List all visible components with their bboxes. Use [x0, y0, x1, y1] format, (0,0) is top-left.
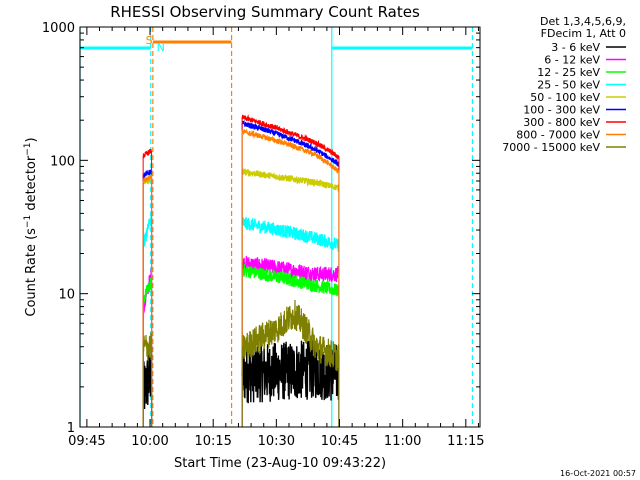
legend-item-label: 100 - 300 keV — [523, 104, 600, 117]
legend-header: FDecim 1, Att 0 — [541, 27, 626, 40]
x-tick-label: 11:00 — [384, 434, 421, 449]
x-tick-label: 09:45 — [68, 434, 105, 449]
legend-item-label: 6 - 12 keV — [544, 54, 600, 67]
legend-item-label: 7000 - 15000 keV — [502, 141, 600, 154]
series-line — [241, 128, 340, 175]
y-tick-label: 10 — [58, 288, 75, 303]
y-axis-label: Count Rate (s−1 detector−1) — [23, 137, 39, 316]
series-7000-15000keV — [142, 299, 340, 427]
x-tick-label: 11:15 — [447, 434, 484, 449]
legend-item-label: 800 - 7000 keV — [516, 129, 600, 142]
series-line — [241, 264, 340, 297]
series-line — [142, 332, 153, 361]
series-3-6keV — [142, 340, 340, 427]
series-line — [241, 168, 340, 193]
legend: Det 1,3,4,5,6,9,FDecim 1, Att 03 - 6 keV… — [502, 15, 626, 154]
x-axis-label: Start Time (23-Aug-10 09:43:22) — [174, 456, 386, 471]
legend-header: Det 1,3,4,5,6,9, — [540, 15, 626, 28]
legend-item-label: 3 - 6 keV — [551, 41, 600, 54]
y-tick-label: 1000 — [42, 21, 75, 36]
plot-frame — [79, 26, 481, 428]
night-flag-label: N — [157, 41, 165, 54]
series-line — [142, 174, 153, 184]
legend-item-label: 12 - 25 keV — [537, 66, 600, 79]
y-tick-label: 100 — [50, 154, 75, 169]
series-layer — [142, 114, 340, 427]
series-line — [142, 276, 153, 305]
legend-item-label: 25 - 50 keV — [537, 79, 600, 92]
x-tick-label: 10:30 — [258, 434, 295, 449]
series-line — [241, 216, 340, 252]
series-line — [142, 168, 153, 179]
series-25-50keV — [142, 213, 340, 427]
footer-timestamp: 16-Oct-2021 00:57 — [560, 469, 636, 478]
legend-item-label: 50 - 100 keV — [530, 91, 600, 104]
y-axis: 1 10 100 1000 — [42, 21, 480, 436]
x-tick-label: 10:00 — [131, 434, 168, 449]
series-line — [142, 213, 153, 254]
series-line — [241, 299, 340, 372]
legend-item-label: 300 - 800 keV — [523, 116, 600, 129]
series-line — [241, 114, 340, 161]
chart-title: RHESSI Observing Summary Count Rates — [110, 3, 420, 21]
x-axis: 09:45 10:00 10:15 10:30 10:45 11:00 11:15 — [68, 27, 485, 449]
y-tick-label: 1 — [67, 421, 75, 436]
series-line — [142, 148, 153, 159]
series-line — [241, 119, 340, 167]
x-tick-label: 10:45 — [321, 434, 358, 449]
saa-flag-label: S — [146, 34, 153, 47]
x-tick-label: 10:15 — [194, 434, 231, 449]
